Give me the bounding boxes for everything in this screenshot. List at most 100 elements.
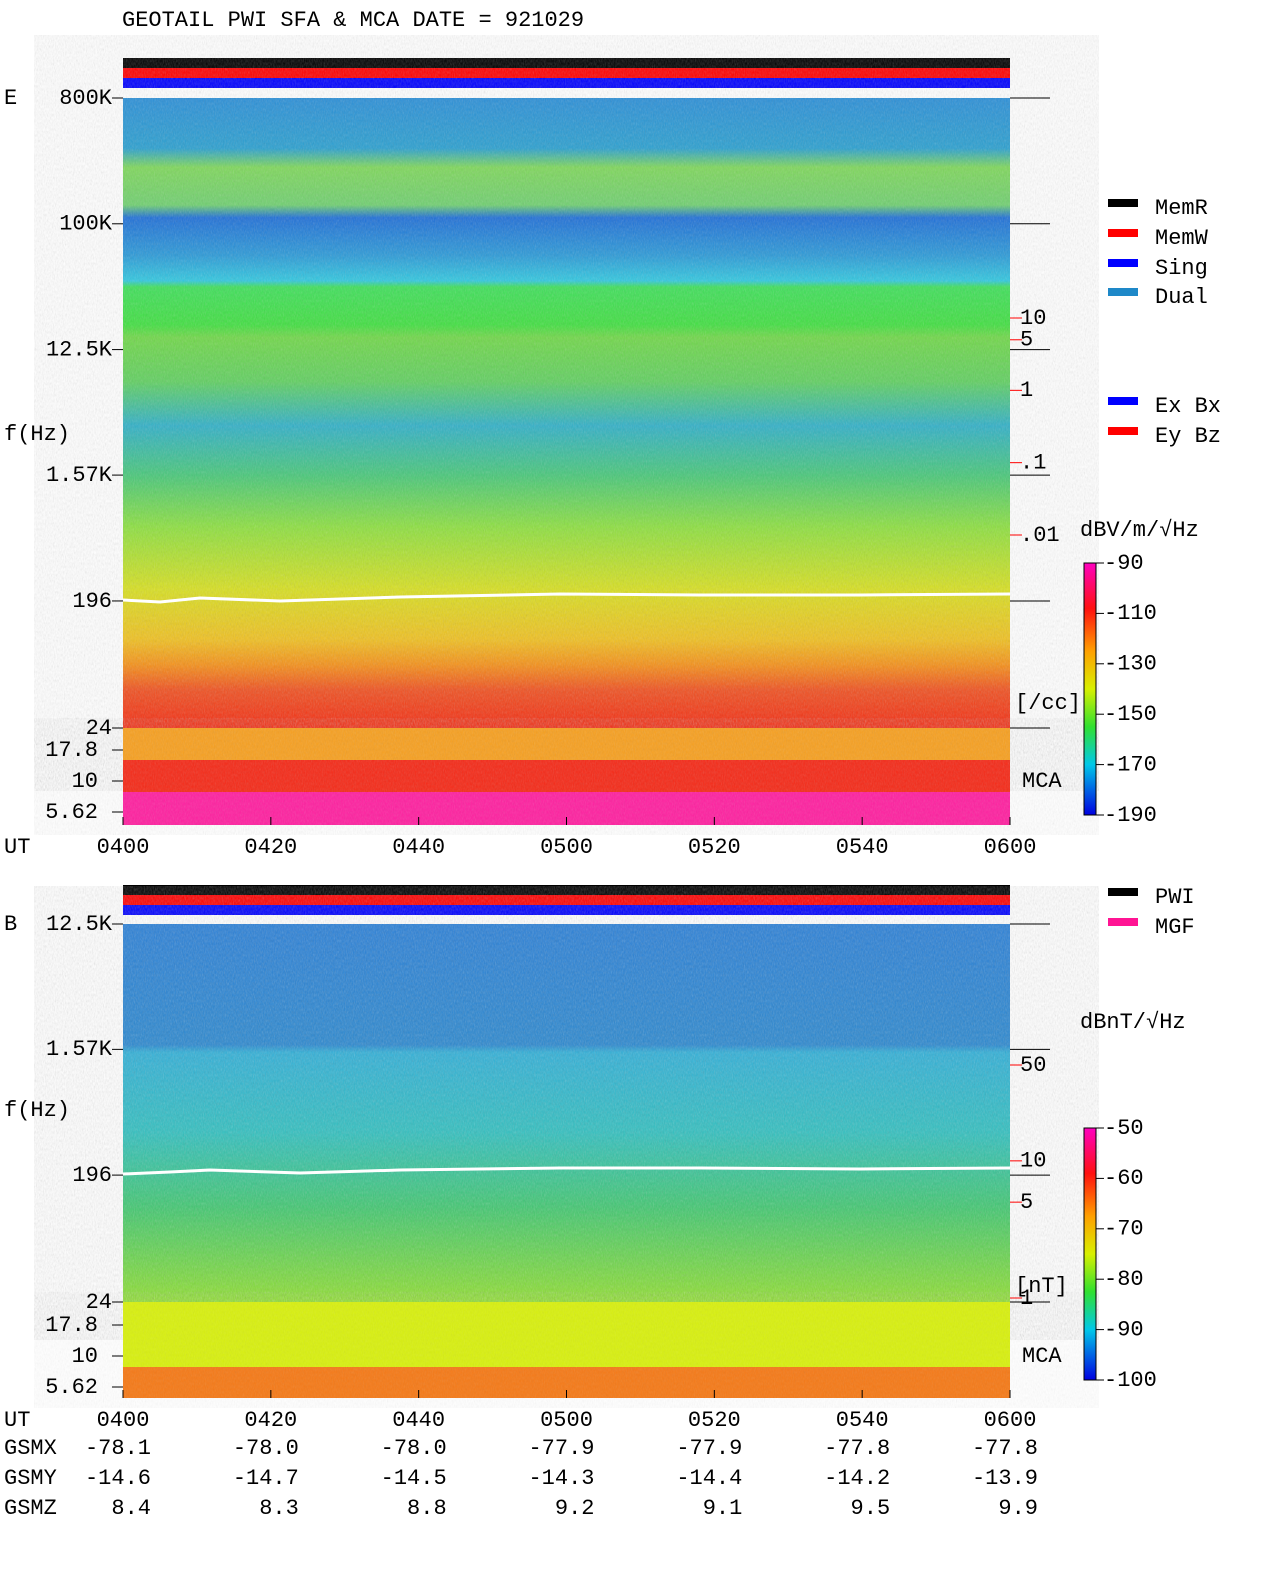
orbit-value: 9.2: [555, 1496, 595, 1521]
orbit-value: 8.4: [111, 1496, 151, 1521]
mca-tick-label: 17.8: [45, 738, 98, 763]
orbit-value: 8.8: [407, 1496, 447, 1521]
y-tick-label: 100K: [59, 212, 113, 237]
colorbar-tick-label: -110: [1104, 601, 1157, 626]
panel-label: B: [4, 912, 17, 937]
y-tick-label: 12.5K: [46, 912, 113, 937]
colorbar-tick-label: -100: [1104, 1368, 1157, 1393]
title: GEOTAIL PWI SFA & MCA DATE = 921029: [122, 8, 584, 33]
legend-label: PWI: [1155, 885, 1195, 910]
legend-label: MGF: [1155, 915, 1195, 940]
orbit-value: -14.7: [233, 1466, 299, 1491]
orbit-value: -78.0: [233, 1436, 299, 1461]
colorbar-tick-label: -90: [1104, 1317, 1144, 1342]
x-tick-label: 0520: [688, 835, 741, 860]
orbit-value: -14.5: [381, 1466, 447, 1491]
x-tick-label: 0500: [540, 1408, 593, 1433]
density-tick-label: 5: [1020, 1190, 1033, 1215]
x-tick-label: 0540: [836, 835, 889, 860]
density-tick-label: .1: [1020, 450, 1046, 475]
status-bar: [123, 905, 1010, 915]
colorbar-tick-label: -60: [1104, 1166, 1144, 1191]
mca-label: MCA: [1022, 1344, 1062, 1369]
colorbar-tick-label: -80: [1104, 1267, 1144, 1292]
legend-label: Ey Bz: [1155, 424, 1221, 449]
colorbar-tick-label: -50: [1104, 1116, 1144, 1141]
mca-tick-label: 5.62: [45, 800, 98, 825]
y-tick-label: 800K: [59, 86, 113, 111]
orbit-value: 9.5: [851, 1496, 891, 1521]
y-tick-label: 24: [86, 1290, 112, 1315]
density-tick-label: .01: [1020, 523, 1060, 548]
orbit-value: -14.3: [528, 1466, 594, 1491]
x-tick-label: 0500: [540, 835, 593, 860]
orbit-name: GSMZ: [4, 1496, 57, 1521]
y-tick-label: 196: [72, 1163, 112, 1188]
colorbar-tick-label: -90: [1104, 551, 1144, 576]
mca-tick-label: 5.62: [45, 1375, 98, 1400]
status-bar: [123, 885, 1010, 895]
y-axis-label: f(Hz): [4, 422, 70, 447]
x-tick-label: 0420: [244, 835, 297, 860]
y-tick-label: 1.57K: [46, 463, 113, 488]
colorbar-tick-label: -150: [1104, 702, 1157, 727]
y-axis-label: f(Hz): [4, 1098, 70, 1123]
y-tick-label: 1.57K: [46, 1037, 113, 1062]
legend-label: MemW: [1155, 226, 1209, 251]
legend-swatch: [1108, 888, 1138, 896]
orbit-value: 9.1: [703, 1496, 743, 1521]
plasma-line: [122, 592, 1011, 604]
colorbar-label: dBnT/√Hz: [1080, 1010, 1186, 1035]
orbit-value: -77.9: [676, 1436, 742, 1461]
density-tick-label: 1: [1020, 378, 1033, 403]
status-bar: [123, 78, 1010, 88]
y-tick-label: 12.5K: [46, 337, 113, 362]
colorbar-tick-label: -170: [1104, 752, 1157, 777]
y-tick-label: 196: [72, 589, 112, 614]
legend-label: MemR: [1155, 196, 1208, 221]
x-tick-label: 0440: [392, 835, 445, 860]
panel-label: E: [4, 86, 17, 111]
orbit-name: GSMX: [4, 1436, 57, 1461]
x-tick-label: 0420: [244, 1408, 297, 1433]
legend-swatch: [1108, 288, 1138, 296]
density-unit: [nT]: [1015, 1274, 1068, 1299]
mca-texture: [123, 1302, 1010, 1398]
orbit-name: GSMY: [4, 1466, 57, 1491]
status-bar: [123, 895, 1010, 905]
density-unit: [/cc]: [1015, 691, 1081, 716]
legend-label: Ex Bx: [1155, 394, 1221, 419]
colorbar-tick-label: -190: [1104, 803, 1157, 828]
density-tick-label: 50: [1020, 1053, 1046, 1078]
orbit-value: -14.2: [824, 1466, 890, 1491]
colorbar-tick-label: -130: [1104, 652, 1157, 677]
x-tick-label: 0520: [688, 1408, 741, 1433]
status-bar: [123, 68, 1010, 78]
orbit-value: -13.9: [972, 1466, 1038, 1491]
colorbar: [1083, 562, 1097, 816]
plasma-line: [122, 1166, 1011, 1176]
mca-tick-label: 10: [72, 1344, 98, 1369]
spectrogram-texture: [123, 924, 1010, 1302]
legend-label: Sing: [1155, 256, 1208, 281]
colorbar-label: dBV/m/√Hz: [1080, 518, 1199, 543]
legend-swatch: [1108, 427, 1138, 435]
orbit-value: 8.3: [259, 1496, 299, 1521]
y-tick-label: 24: [86, 716, 112, 741]
status-bar: [123, 58, 1010, 68]
x-tick-label: 0400: [97, 835, 150, 860]
orbit-value: -77.8: [972, 1436, 1038, 1461]
x-tick-label: 0600: [984, 1408, 1037, 1433]
x-tick-label: 0540: [836, 1408, 889, 1433]
density-tick-label: 1: [1020, 1286, 1033, 1311]
orbit-value: 9.9: [998, 1496, 1038, 1521]
orbit-value: -78.1: [85, 1436, 151, 1461]
legend-swatch: [1108, 918, 1138, 926]
colorbar-tick-label: -70: [1104, 1217, 1144, 1242]
mca-tick-label: 17.8: [45, 1313, 98, 1338]
density-tick-label: 10: [1020, 1149, 1046, 1174]
colorbar: [1083, 1127, 1097, 1381]
density-tick-label: 10: [1020, 306, 1046, 331]
